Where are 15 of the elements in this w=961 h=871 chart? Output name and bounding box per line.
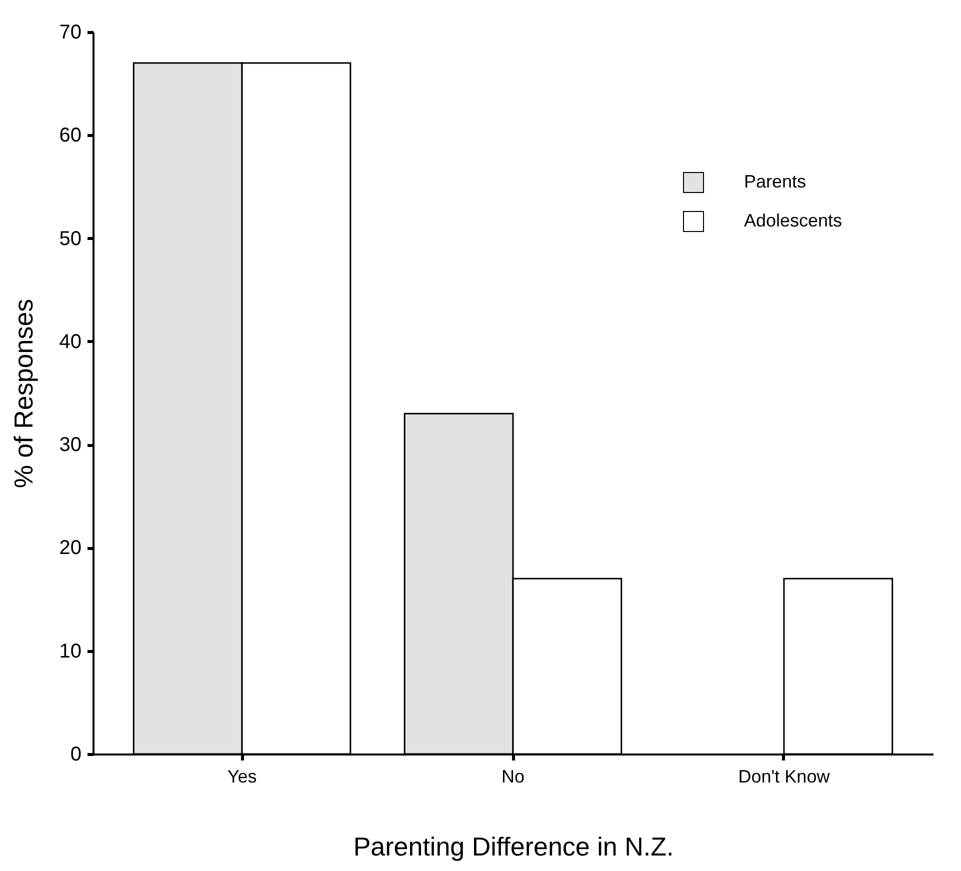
y-tick-label: 40 xyxy=(59,330,82,353)
y-tick-label: 30 xyxy=(59,434,82,456)
x-tick-label: Yes xyxy=(227,766,257,786)
x-tick-label: Don't Know xyxy=(738,766,831,786)
y-tick-label: 50 xyxy=(59,228,82,250)
y-tick-label: 60 xyxy=(59,124,82,147)
y-tick-label: 20 xyxy=(59,537,82,560)
y-tick-label: 10 xyxy=(59,640,82,662)
y-tick-label: 70 xyxy=(59,22,82,44)
legend-label: Parents xyxy=(744,172,806,192)
x-tick-label: No xyxy=(501,766,525,786)
legend-label: Adolescents xyxy=(744,210,842,230)
y-tick-label: 0 xyxy=(70,744,82,766)
y-axis-title: % of Responses xyxy=(8,298,38,488)
x-axis-title: Parenting Difference in N.Z. xyxy=(353,832,674,862)
